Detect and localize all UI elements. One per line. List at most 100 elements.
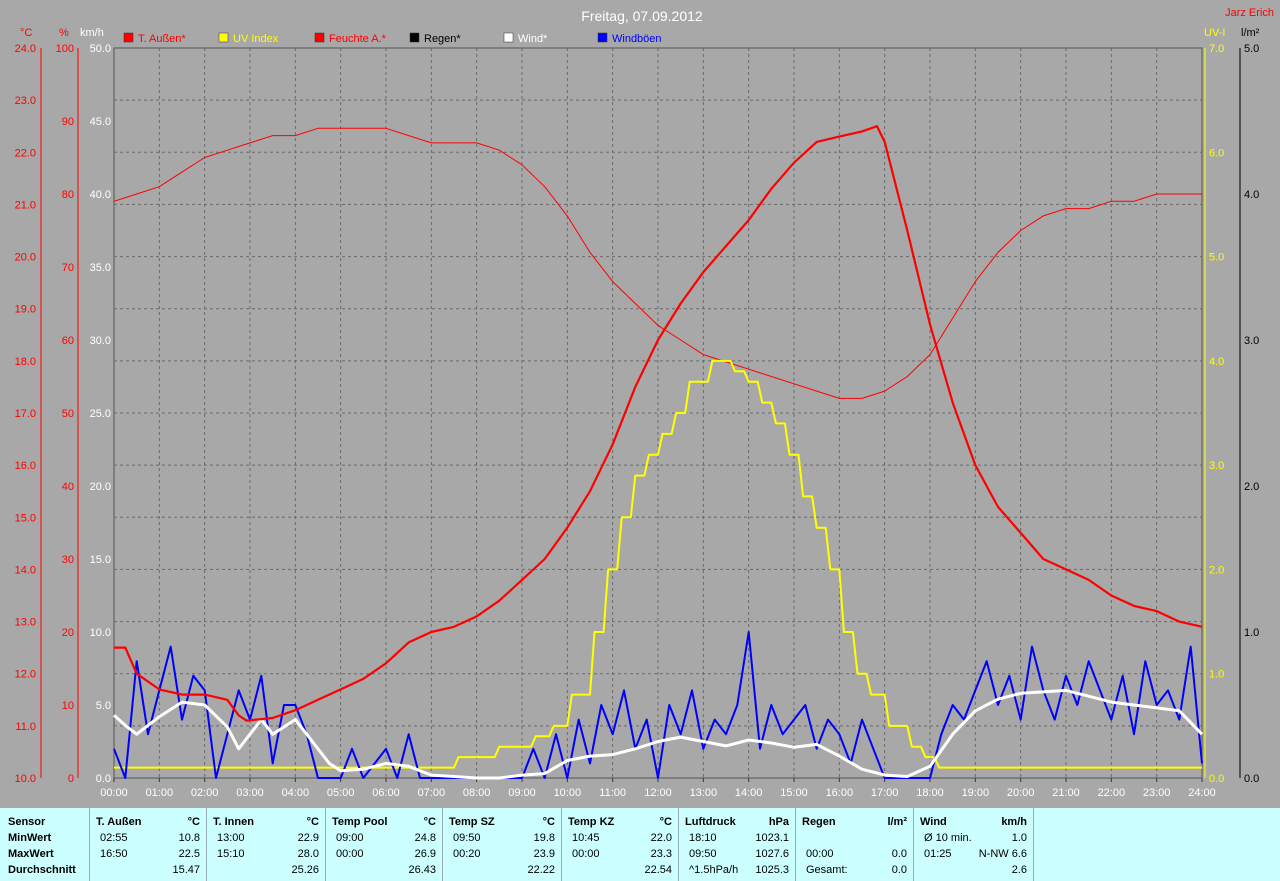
x-tick-label: 16:00 (826, 787, 854, 799)
rain-axis-tick: 1.0 (1244, 627, 1259, 639)
temp-axis-tick: 10.0 (15, 773, 36, 785)
temp-axis-tick: 18.0 (15, 356, 36, 368)
stats-avg-val: 15.47 (172, 864, 200, 876)
legend: T. Außen* UV Index Feuchte A.* Regen* Wind* W… (123, 32, 662, 45)
x-tick-label: 24:00 (1188, 787, 1216, 799)
x-tick-label: 07:00 (418, 787, 446, 799)
temp-axis-tick: 17.0 (15, 408, 36, 420)
uv-unit-label: UV-I (1204, 27, 1225, 39)
weather-chart: 24.0 23.0 22.0 21.0 20.0 19.0 18.0 17.0 16.0 15.0… (15, 7, 1274, 799)
stats-avg-val: 1025.3 (755, 864, 789, 876)
x-tick-label: 09:00 (508, 787, 536, 799)
series-line-windb-en (113, 631, 1203, 779)
stats-avg-time: ^1.5hPa/h (689, 864, 739, 876)
stats-max-time: 16:50 (100, 848, 128, 860)
stats-unit: °C (423, 816, 436, 828)
stats-block: T. Außen °C 02:55 10.8 16:50 22.5 15.47 (90, 808, 207, 881)
stats-min-time: 02:55 (100, 832, 128, 844)
stats-min-time: 13:00 (217, 832, 245, 844)
temp-unit-label: °C (20, 27, 32, 39)
temp-axis-tick: 19.0 (15, 304, 36, 316)
stats-avg-val: 2.6 (1011, 864, 1027, 876)
wind-axis-tick: 10.0 (90, 627, 111, 639)
humidity-axis-tick: 40 (62, 481, 74, 493)
stats-unit: °C (306, 816, 319, 828)
stats-avg-val: 22.54 (644, 864, 672, 876)
stats-max-val: 0.0 (891, 848, 907, 860)
legend-label: Wind* (518, 33, 548, 45)
x-tick-label: 21:00 (1052, 787, 1080, 799)
legend-label: UV Index (233, 33, 279, 45)
stats-name: Temp SZ (449, 816, 495, 828)
stats-max-time: 09:50 (689, 848, 717, 860)
x-tick-label: 05:00 (327, 787, 355, 799)
stats-max-val: 22.5 (178, 848, 200, 860)
stats-max-time: 00:20 (453, 848, 481, 860)
temp-axis-tick: 12.0 (15, 669, 36, 681)
x-tick-label: 04:00 (282, 787, 310, 799)
legend-swatch (314, 32, 325, 43)
x-tick-label: 00:00 (100, 787, 128, 799)
stats-avg-val: 25.26 (291, 864, 319, 876)
humidity-axis-tick: 30 (62, 554, 74, 566)
temp-axis-tick: 20.0 (15, 252, 36, 264)
avg-label: Durchschnitt (8, 864, 76, 876)
humidity-axis-tick: 60 (62, 335, 74, 347)
min-label: MinWert (8, 832, 52, 844)
stats-max-val: N-NW 6.6 (978, 848, 1027, 860)
rain-axis-tick: 2.0 (1244, 481, 1259, 493)
stats-block: Temp KZ °C 10:45 22.0 00:00 23.3 22.54 (562, 808, 679, 881)
stats-block: Regen l/m² 00:00 0.0 Gesamt: 0.0 (796, 808, 914, 881)
stats-avg-val: 0.0 (891, 864, 907, 876)
stats-labels: Sensor MinWert MaxWert Durchschnitt (0, 808, 90, 881)
series-line-feuchte-a- (113, 127, 1202, 399)
humidity-axis-tick: 90 (62, 116, 74, 128)
uv-axis-tick: 6.0 (1209, 147, 1224, 159)
x-tick-label: 23:00 (1143, 787, 1171, 799)
stats-panel: Sensor MinWert MaxWert Durchschnitt T. A… (0, 808, 1280, 881)
wind-axis-tick: 40.0 (90, 189, 111, 201)
stats-max-val: 28.0 (297, 848, 319, 860)
stats-max-time: 00:00 (806, 848, 834, 860)
humidity-axis-tick: 20 (62, 627, 74, 639)
stats-block: Temp SZ °C 09:50 19.8 00:20 23.9 22.22 (443, 808, 562, 881)
x-tick-label: 08:00 (463, 787, 491, 799)
stats-name: Regen (802, 816, 836, 828)
stats-min-val: 10.8 (178, 832, 200, 844)
x-tick-label: 22:00 (1098, 787, 1126, 799)
wind-axis-tick: 5.0 (96, 700, 111, 712)
stats-max-time: 00:00 (336, 848, 364, 860)
stats-min-time: 18:10 (689, 832, 717, 844)
stats-unit: l/m² (887, 816, 907, 828)
temp-axis-tick: 22.0 (15, 147, 36, 159)
stats-unit: °C (187, 816, 200, 828)
stats-name: T. Innen (213, 816, 254, 828)
temp-axis-tick: 15.0 (15, 512, 36, 524)
legend-swatch (503, 32, 514, 43)
wind-axis-tick: 45.0 (90, 116, 111, 128)
stats-max-val: 23.3 (650, 848, 672, 860)
wind-axis-tick: 25.0 (90, 408, 111, 420)
x-tick-label: 13:00 (690, 787, 718, 799)
uv-axis-tick: 1.0 (1209, 669, 1224, 681)
stats-min-time: Ø 10 min. (924, 832, 972, 844)
x-tick-label: 10:00 (554, 787, 582, 799)
humidity-axis-tick: 50 (62, 408, 74, 420)
humidity-unit-label: % (59, 27, 69, 39)
wind-axis-tick: 0.0 (96, 773, 111, 785)
rain-unit-label: l/m² (1241, 27, 1260, 39)
stats-max-time: 00:00 (572, 848, 600, 860)
wind-axis-tick: 15.0 (90, 554, 111, 566)
x-tick-label: 19:00 (962, 787, 990, 799)
x-tick-label: 17:00 (871, 787, 899, 799)
legend-label: Windböen (612, 33, 662, 45)
temp-axis-tick: 16.0 (15, 460, 36, 472)
legend-label: Feuchte A.* (329, 33, 387, 45)
x-tick-label: 20:00 (1007, 787, 1035, 799)
stats-unit: °C (542, 816, 555, 828)
grid (114, 48, 1202, 778)
uv-axis-tick: 3.0 (1209, 460, 1224, 472)
stats-max-val: 26.9 (414, 848, 436, 860)
temp-axis-tick: 11.0 (15, 721, 36, 733)
uv-axis-tick: 7.0 (1209, 43, 1224, 55)
